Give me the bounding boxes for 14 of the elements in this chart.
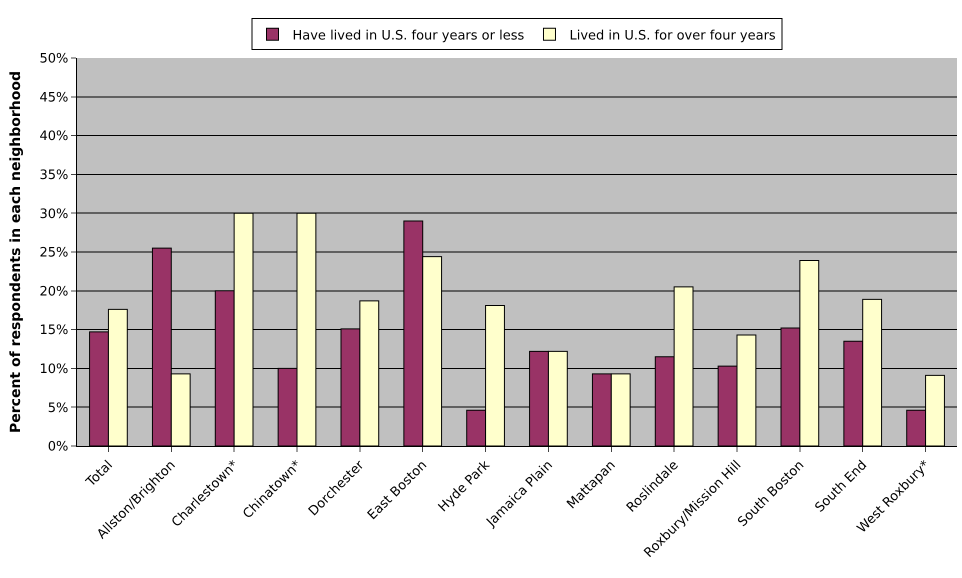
y-tick-label: 50%: [39, 52, 68, 67]
y-tick-label: 20%: [39, 284, 68, 300]
y-tick-label: 30%: [39, 206, 68, 222]
y-tick-label: 25%: [39, 246, 68, 261]
y-axis-title: Percent of respondents in each neighborhood: [8, 70, 24, 434]
y-tick-label: 10%: [39, 362, 68, 377]
y-tick-label: 40%: [39, 129, 68, 144]
y-tick-label: 5%: [48, 400, 68, 416]
y-tick-label: 0%: [48, 440, 68, 455]
legend-label: Have lived in U.S. four years or less: [292, 28, 524, 44]
legend-label: Lived in U.S. for over four years: [569, 28, 776, 44]
y-tick-label: 15%: [39, 323, 68, 338]
y-tick-label: 35%: [39, 168, 68, 183]
y-tick-label: 45%: [39, 90, 68, 106]
